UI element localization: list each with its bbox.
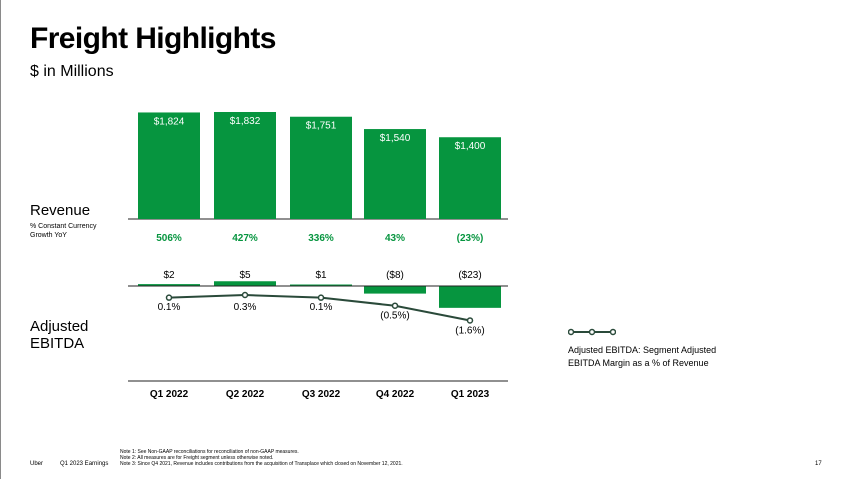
footnote-1: Note 1: See Non-GAAP reconciliations for… bbox=[120, 449, 299, 455]
revenue-value-label: $1,540 bbox=[380, 133, 411, 144]
revenue-growth-label: 336% bbox=[308, 233, 334, 244]
legend-label: Adjusted EBITDA: Segment Adjusted EBITDA… bbox=[568, 345, 717, 368]
ebitda-value-label: $2 bbox=[163, 270, 175, 281]
revenue-growth-note: % Constant Currency Growth YoY bbox=[30, 223, 97, 239]
footnotes: Note 1: See Non-GAAP reconciliations for… bbox=[120, 449, 403, 467]
ebitda-bar bbox=[364, 286, 426, 294]
revenue-growth-label: (23%) bbox=[457, 233, 484, 244]
revenue-value-label: $1,832 bbox=[230, 116, 261, 127]
category-tick-label: Q2 2022 bbox=[226, 389, 265, 400]
ebitda-label-line2: EBITDA bbox=[30, 335, 85, 352]
ebitda-bar bbox=[439, 286, 501, 308]
revenue-growth-label: 427% bbox=[232, 233, 258, 244]
margin-point bbox=[241, 291, 249, 299]
legend-line-icon bbox=[568, 328, 616, 336]
revenue-bar bbox=[364, 129, 426, 219]
footnote-3: Note 3: Since Q4 2021, Revenue includes … bbox=[120, 461, 403, 467]
margin-value-label: 0.3% bbox=[234, 302, 257, 313]
ebitda-value-label: ($8) bbox=[386, 270, 404, 281]
ebitda-bar bbox=[138, 284, 200, 286]
page-title: Freight Highlights bbox=[30, 22, 276, 55]
footnote-2: Note 2: All measures are for Freight seg… bbox=[120, 455, 274, 461]
revenue-bar bbox=[138, 112, 200, 219]
margin-point bbox=[466, 317, 474, 324]
ebitda-value-label: ($23) bbox=[458, 270, 481, 281]
category-tick-label: Q3 2022 bbox=[302, 389, 341, 400]
revenue-growth-label: 506% bbox=[156, 233, 182, 244]
page-subtitle: $ in Millions bbox=[30, 63, 114, 80]
revenue-value-label: $1,824 bbox=[154, 116, 185, 127]
ebitda-value-label: $1 bbox=[315, 270, 327, 281]
revenue-value-label: $1,751 bbox=[306, 121, 337, 132]
margin-value-label: (0.5%) bbox=[380, 311, 409, 322]
margin-value-label: 0.1% bbox=[310, 302, 333, 313]
category-tick-label: Q1 2023 bbox=[451, 389, 490, 400]
revenue-label: Revenue bbox=[30, 202, 91, 219]
revenue-bar bbox=[290, 116, 352, 219]
margin-value-label: 0.1% bbox=[158, 302, 181, 313]
margin-point bbox=[317, 294, 325, 301]
left-border bbox=[0, 0, 1, 479]
footer-deck-name: Q1 2023 Earnings bbox=[60, 461, 109, 467]
ebitda-label-line1: Adjusted bbox=[30, 318, 89, 335]
revenue-bar bbox=[214, 112, 276, 219]
margin-value-label: (1.6%) bbox=[455, 325, 484, 336]
revenue-growth-label: 43% bbox=[385, 233, 405, 244]
category-tick-label: Q4 2022 bbox=[376, 389, 415, 400]
revenue-bar bbox=[439, 137, 501, 219]
ebitda-bar bbox=[214, 281, 276, 286]
margin-point bbox=[165, 294, 173, 301]
category-tick-label: Q1 2022 bbox=[150, 389, 189, 400]
revenue-value-label: $1,400 bbox=[455, 141, 486, 152]
ebitda-label: Adjusted EBITDA bbox=[30, 318, 88, 352]
ebitda-bar bbox=[290, 284, 352, 286]
ebitda-value-label: $5 bbox=[239, 270, 251, 281]
margin-point bbox=[391, 302, 399, 309]
page-number: 17 bbox=[815, 461, 822, 467]
footer-brand: Uber bbox=[30, 461, 44, 467]
